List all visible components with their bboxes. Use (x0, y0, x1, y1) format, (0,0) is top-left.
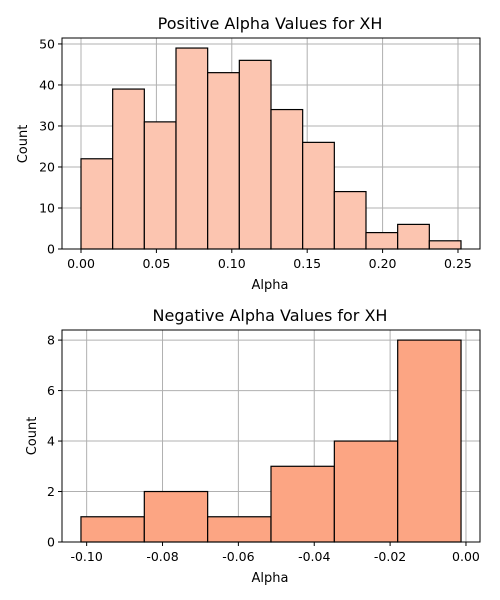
histogram-bar (270, 465, 335, 543)
x-tick-label: -0.04 (298, 549, 330, 564)
x-tick-label: 0.10 (218, 256, 246, 271)
y-tick-label: 10 (39, 200, 55, 215)
histogram-bar (365, 231, 399, 250)
histogram-bar (333, 440, 399, 543)
x-tick-label: -0.02 (374, 549, 406, 564)
y-tick-label: 4 (47, 434, 55, 449)
y-tick-label: 40 (39, 77, 55, 92)
x-tick-label: 0.00 (452, 549, 480, 564)
y-tick-label: 0 (47, 535, 55, 550)
x-tick-label: 0.20 (369, 256, 397, 271)
x-tick-label: -0.06 (222, 549, 254, 564)
histogram-bar (207, 516, 272, 543)
x-tick-label: 0.00 (67, 256, 95, 271)
x-tick-label: -0.10 (70, 549, 102, 564)
y-tick-label: 2 (47, 484, 55, 499)
histogram-bar (112, 88, 145, 250)
x-axis-label: Alpha (252, 278, 289, 293)
histogram-bar (143, 490, 209, 543)
y-tick-label: 30 (39, 118, 55, 133)
histogram-bar (207, 72, 240, 250)
y-tick-label: 0 (47, 242, 55, 257)
y-axis-label: Count (25, 417, 40, 456)
histogram-bar (80, 516, 145, 543)
x-tick-label: -0.08 (146, 549, 178, 564)
x-tick-label: 0.25 (444, 256, 472, 271)
y-tick-label: 50 (39, 36, 55, 51)
histogram-bar (397, 223, 430, 250)
chart-title: Positive Alpha Values for XH (158, 14, 383, 33)
y-axis-label: Count (16, 125, 31, 164)
chart-title: Negative Alpha Values for XH (153, 306, 388, 325)
y-tick-label: 6 (47, 383, 55, 398)
x-tick-label: 0.15 (293, 256, 321, 271)
x-axis-label: Alpha (252, 571, 289, 586)
histogram-bar (80, 158, 114, 250)
histogram-bar (238, 59, 272, 250)
histogram-bar (175, 47, 209, 250)
histogram-bar (143, 121, 177, 250)
x-tick-label: 0.05 (142, 256, 170, 271)
histogram-bar (428, 240, 462, 250)
negative-alpha-histogram: Negative Alpha Values for XH Alpha Count… (25, 306, 481, 586)
histogram-bar (302, 141, 335, 250)
histogram-bar (397, 339, 462, 543)
histogram-bar (270, 108, 304, 250)
y-tick-label: 20 (39, 159, 55, 174)
y-tick-label: 8 (47, 333, 55, 348)
axes-frame (61, 37, 481, 250)
positive-alpha-histogram: Positive Alpha Values for XH Alpha Count… (16, 14, 481, 293)
histogram-bar (333, 190, 367, 250)
axes-frame (61, 329, 481, 543)
